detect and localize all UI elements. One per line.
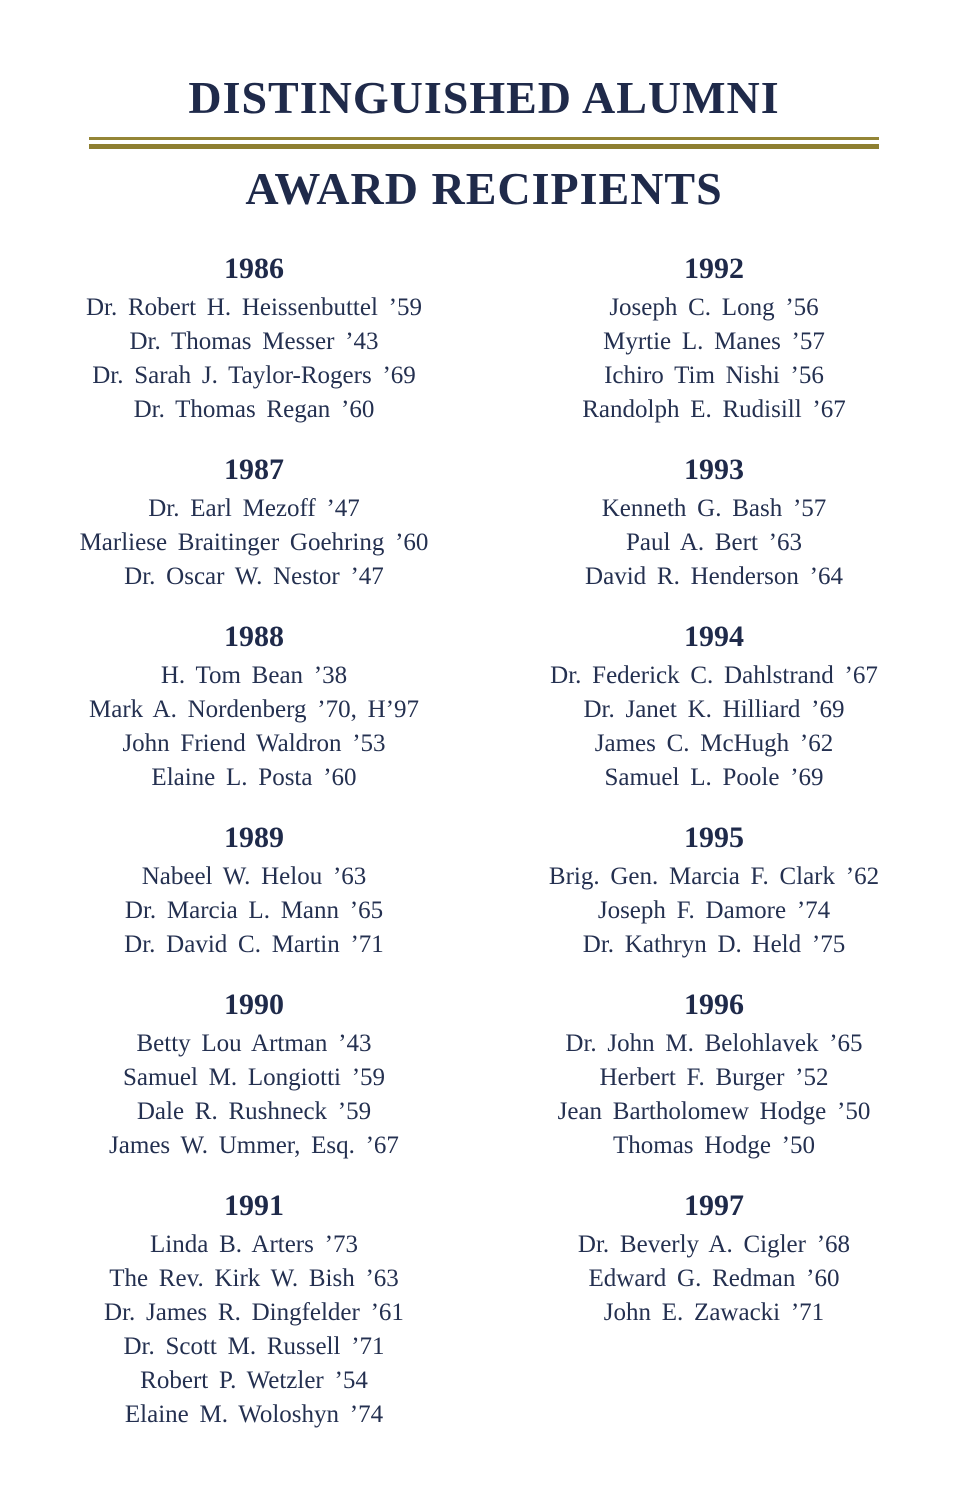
recipient-name: Samuel M. Longiotti ’59	[122, 1063, 386, 1091]
year-section-1993: 1993 Kenneth G. Bash ’57 Paul A. Bert ’63 D…	[484, 451, 944, 594]
recipient-name: Dr. Beverly A. Cigler ’68	[577, 1230, 851, 1258]
year-section-1995: 1995 Brig. Gen. Marcia F. Clark ’62 Joseph…	[484, 819, 944, 962]
recipient-name: Dr. Sarah J. Taylor-Rogers ’69	[92, 361, 416, 389]
recipient-name: Elaine L. Posta ’60	[151, 763, 357, 791]
recipient-name: Dr. Oscar W. Nestor ’47	[124, 562, 384, 590]
year-section-1987: 1987 Dr. Earl Mezoff ’47 Marliese Braiting…	[24, 451, 484, 594]
year-section-1997: 1997 Dr. Beverly A. Cigler ’68 Edward G. R…	[484, 1187, 944, 1330]
year-heading: 1991	[224, 1188, 284, 1222]
recipient-name: Samuel L. Poole ’69	[604, 763, 824, 791]
year-heading: 1987	[224, 452, 284, 486]
recipient-name: Mark A. Nordenberg ’70, H’97	[89, 695, 419, 723]
recipient-name: H. Tom Bean ’38	[160, 661, 348, 689]
recipient-name: Brig. Gen. Marcia F. Clark ’62	[548, 862, 880, 890]
recipient-name: Jean Bartholomew Hodge ’50	[557, 1097, 871, 1125]
recipient-name: Dr. Janet K. Hilliard ’69	[583, 695, 845, 723]
year-heading: 1993	[684, 452, 744, 486]
page-title-line2: AWARD RECIPIENTS	[245, 162, 723, 214]
recipient-name: Dr. Thomas Messer ’43	[129, 327, 379, 355]
recipient-name: Dr. Thomas Regan ’60	[133, 395, 375, 423]
recipient-name: Herbert F. Burger ’52	[599, 1063, 829, 1091]
recipient-name: Paul A. Bert ’63	[626, 528, 802, 556]
year-section-1990: 1990 Betty Lou Artman ’43 Samuel M. Longio…	[24, 986, 484, 1163]
recipient-name: Myrtie L. Manes ’57	[603, 327, 825, 355]
recipient-name: Dr. Robert H. Heissenbuttel ’59	[85, 293, 422, 321]
recipient-name: Marliese Braitinger Goehring ’60	[79, 528, 429, 556]
recipient-name: Dr. James R. Dingfelder ’61	[104, 1298, 404, 1326]
year-heading: 1988	[224, 619, 284, 653]
year-heading: 1989	[224, 820, 284, 854]
recipient-name: Thomas Hodge ’50	[612, 1131, 816, 1159]
year-section-1989: 1989 Nabeel W. Helou ’63 Dr. Marcia L. Man…	[24, 819, 484, 962]
recipient-name: Dr. David C. Martin ’71	[124, 930, 384, 958]
recipient-name: Elaine M. Woloshyn ’74	[124, 1400, 384, 1428]
recipient-name: Betty Lou Artman ’43	[136, 1029, 372, 1057]
recipient-name: John E. Zawacki ’71	[603, 1298, 825, 1326]
recipient-name: Ichiro Tim Nishi ’56	[604, 361, 824, 389]
recipient-name: Dr. Scott M. Russell ’71	[123, 1332, 385, 1360]
recipient-name: James W. Ummer, Esq. ’67	[109, 1131, 399, 1159]
recipient-name: Dale R. Rushneck ’59	[136, 1097, 372, 1125]
recipient-columns: 1986 Dr. Robert H. Heissenbuttel ’59 Dr. T…	[24, 250, 944, 1456]
year-section-1986: 1986 Dr. Robert H. Heissenbuttel ’59 Dr. T…	[24, 250, 484, 427]
year-section-1996: 1996 Dr. John M. Belohlavek ’65 Herbert F.…	[484, 986, 944, 1163]
year-section-1988: 1988 H. Tom Bean ’38 Mark A. Nordenberg ’7…	[24, 618, 484, 795]
year-heading: 1986	[224, 251, 284, 285]
recipient-name: Nabeel W. Helou ’63	[141, 862, 367, 890]
year-heading: 1994	[684, 619, 744, 653]
recipient-name: Linda B. Arters ’73	[150, 1230, 358, 1258]
year-section-1991: 1991 Linda B. Arters ’73 The Rev. Kirk W. …	[24, 1187, 484, 1432]
recipient-name: Robert P. Wetzler ’54	[140, 1366, 368, 1394]
recipient-name: John Friend Waldron ’53	[122, 729, 386, 757]
year-heading: 1992	[684, 251, 744, 285]
year-heading: 1995	[684, 820, 744, 854]
page-title-line1: DISTINGUISHED ALUMNI	[188, 72, 780, 123]
recipient-name: Dr. Kathryn D. Held ’75	[582, 930, 846, 958]
recipient-name: The Rev. Kirk W. Bish ’63	[109, 1264, 399, 1292]
recipient-name: Dr. John M. Belohlavek ’65	[565, 1029, 863, 1057]
year-heading: 1996	[684, 987, 744, 1021]
recipient-name: Randolph E. Rudisill ’67	[582, 395, 846, 423]
year-section-1994: 1994 Dr. Federick C. Dahlstrand ’67 Dr. Ja…	[484, 618, 944, 795]
recipient-name: Joseph F. Damore ’74	[597, 896, 831, 924]
recipient-name: Dr. Earl Mezoff ’47	[148, 494, 360, 522]
recipient-name: James C. McHugh ’62	[594, 729, 834, 757]
right-column: 1992 Joseph C. Long ’56 Myrtie L. Manes ’5…	[484, 250, 944, 1456]
year-heading: 1990	[224, 987, 284, 1021]
year-heading: 1997	[684, 1188, 744, 1222]
recipient-name: David R. Henderson ’64	[585, 562, 843, 590]
recipient-name: Joseph C. Long ’56	[609, 293, 819, 321]
recipient-name: Dr. Federick C. Dahlstrand ’67	[550, 661, 878, 689]
double-gold-divider	[89, 136, 879, 149]
recipient-name: Kenneth G. Bash ’57	[601, 494, 827, 522]
year-section-1992: 1992 Joseph C. Long ’56 Myrtie L. Manes ’5…	[484, 250, 944, 427]
recipient-name: Edward G. Redman ’60	[588, 1264, 840, 1292]
recipient-name: Dr. Marcia L. Mann ’65	[124, 896, 384, 924]
left-column: 1986 Dr. Robert H. Heissenbuttel ’59 Dr. T…	[24, 250, 484, 1456]
